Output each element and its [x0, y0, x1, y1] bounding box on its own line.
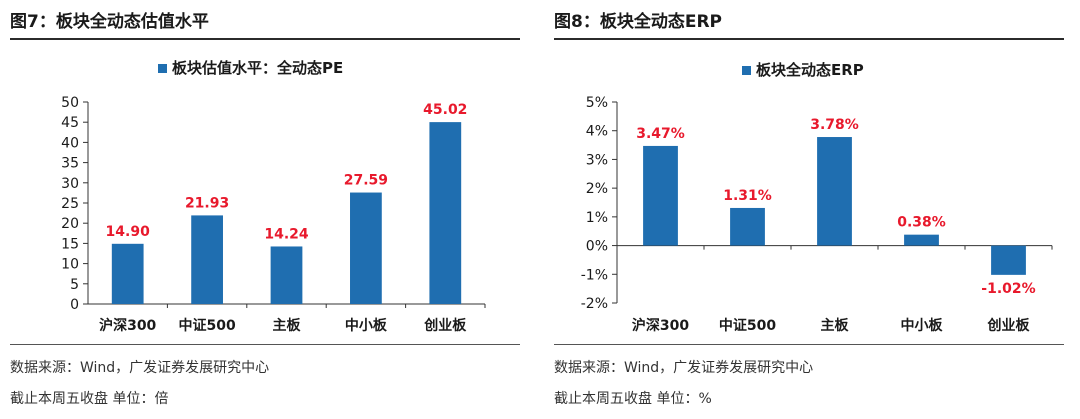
- bar: [191, 215, 223, 304]
- y-tick-label: 0: [70, 297, 79, 313]
- data-label: 14.24: [264, 226, 309, 242]
- data-label: 0.38%: [897, 215, 946, 231]
- y-tick-label: 25: [61, 196, 79, 212]
- legend-swatch: [742, 66, 751, 75]
- legend-label: 板块估值水平：全动态PE: [172, 59, 343, 77]
- bar: [904, 234, 939, 246]
- x-tick-label: 中小板: [345, 317, 388, 334]
- y-tick-label: 50: [61, 95, 79, 111]
- y-tick-label: 3%: [586, 152, 608, 168]
- bar: [817, 137, 852, 246]
- source-note: 数据来源：Wind，广发证券发展研究中心: [10, 360, 270, 376]
- x-tick-label: 沪深300: [99, 317, 156, 334]
- y-tick-label: 45: [61, 115, 79, 131]
- y-tick-label: 15: [61, 236, 79, 252]
- bar: [991, 245, 1026, 275]
- y-tick-label: 35: [61, 156, 79, 172]
- y-tick-label: 40: [61, 135, 79, 151]
- x-tick-label: 创业板: [423, 317, 467, 334]
- bar: [270, 246, 303, 304]
- bar: [429, 122, 462, 304]
- x-tick-label: 创业板: [987, 317, 1031, 334]
- erp-bar-chart: 板块全动态ERP -2% -1% 0% 1% 2% 3% 4% 5% 3.47% 沪深300 1.31…: [581, 61, 1053, 334]
- x-tick-label: 中证500: [178, 317, 235, 334]
- y-tick-label: 1%: [586, 210, 608, 226]
- data-label: 3.47%: [636, 126, 685, 142]
- unit-note: 截止本周五收盘 单位：%: [554, 391, 712, 407]
- footer-rule: [10, 344, 520, 345]
- y-tick-label: 5: [70, 277, 79, 293]
- legend-swatch: [158, 64, 167, 73]
- legend-label: 板块全动态ERP: [756, 61, 864, 79]
- data-label: 21.93: [185, 195, 229, 211]
- title-rule: [554, 38, 1064, 40]
- unit-note: 截止本周五收盘 单位：倍: [10, 391, 169, 407]
- data-label: 1.31%: [723, 188, 772, 204]
- y-tick-label: -1%: [581, 267, 608, 283]
- data-label: 3.78%: [810, 117, 859, 133]
- data-label: -1.02%: [981, 281, 1035, 297]
- bar: [643, 145, 678, 246]
- figure-8-panel: 图8：板块全动态ERP 板块全动态ERP -2% -1% 0% 1% 2% 3% 4% 5% 3.…: [554, 0, 1064, 419]
- y-tick-label: -2%: [581, 296, 608, 312]
- pe-bar-chart: 板块估值水平：全动态PE 0 5 10 15 20 25 30 35 40 45 50 14.90 沪深3…: [61, 59, 486, 334]
- y-tick-label: 10: [61, 257, 79, 273]
- y-tick-label: 20: [61, 216, 79, 232]
- x-tick-label: 主板: [821, 317, 850, 334]
- x-tick-label: 主板: [273, 317, 302, 334]
- y-tick-label: 30: [61, 176, 79, 192]
- x-tick-label: 中小板: [901, 317, 944, 334]
- y-tick-label: 0%: [586, 239, 608, 255]
- bar: [111, 243, 144, 304]
- bar: [350, 192, 382, 304]
- y-tick-label: 5%: [586, 95, 608, 111]
- figure-title: 图7：板块全动态估值水平: [10, 12, 209, 32]
- data-label: 27.59: [344, 173, 388, 189]
- source-note: 数据来源：Wind，广发证券发展研究中心: [554, 360, 814, 376]
- y-tick-label: 4%: [586, 124, 608, 140]
- bar: [730, 207, 765, 246]
- data-label: 14.90: [106, 224, 151, 240]
- x-tick-label: 中证500: [719, 317, 776, 334]
- title-rule: [10, 38, 520, 40]
- y-tick-label: 2%: [586, 181, 608, 197]
- data-label: 45.02: [423, 102, 467, 118]
- figure-title: 图8：板块全动态ERP: [554, 12, 722, 32]
- x-tick-label: 沪深300: [632, 317, 689, 334]
- footer-rule: [554, 344, 1064, 345]
- figure-7-panel: 图7：板块全动态估值水平 板块估值水平：全动态PE 0 5 10 15 20 25 30 35 4…: [10, 0, 520, 419]
